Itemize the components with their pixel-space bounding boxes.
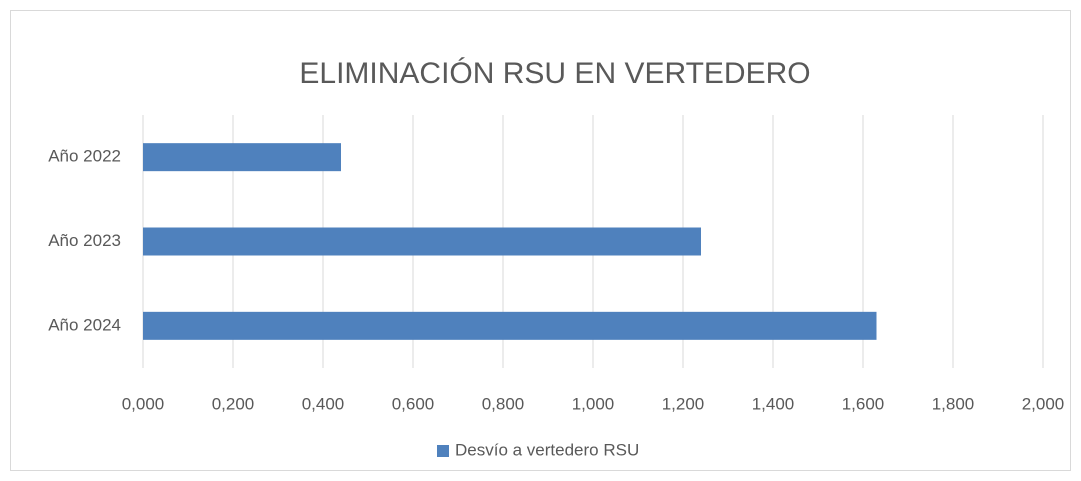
x-tick-label: 0,600 bbox=[392, 394, 435, 413]
chart-title: ELIMINACIÓN RSU EN VERTEDERO bbox=[299, 57, 810, 90]
x-tick-label: 1,600 bbox=[842, 394, 885, 413]
x-tick-label: 0,000 bbox=[122, 394, 165, 413]
bar bbox=[143, 143, 341, 172]
y-tick-label: Año 2024 bbox=[48, 315, 121, 334]
x-tick-label: 0,400 bbox=[302, 394, 345, 413]
x-tick-label: 0,800 bbox=[482, 394, 525, 413]
legend-label: Desvío a vertedero RSU bbox=[455, 440, 639, 459]
y-tick-label: Año 2023 bbox=[48, 231, 121, 250]
bar bbox=[143, 311, 877, 340]
bar bbox=[143, 227, 701, 256]
x-tick-label: 1,000 bbox=[572, 394, 615, 413]
x-tick-label: 0,200 bbox=[212, 394, 255, 413]
x-tick-label: 1,200 bbox=[662, 394, 705, 413]
legend-swatch bbox=[437, 445, 449, 457]
x-tick-label: 2,000 bbox=[1022, 394, 1065, 413]
x-tick-label: 1,800 bbox=[932, 394, 975, 413]
y-tick-label: Año 2022 bbox=[48, 147, 121, 166]
x-tick-label: 1,400 bbox=[752, 394, 795, 413]
